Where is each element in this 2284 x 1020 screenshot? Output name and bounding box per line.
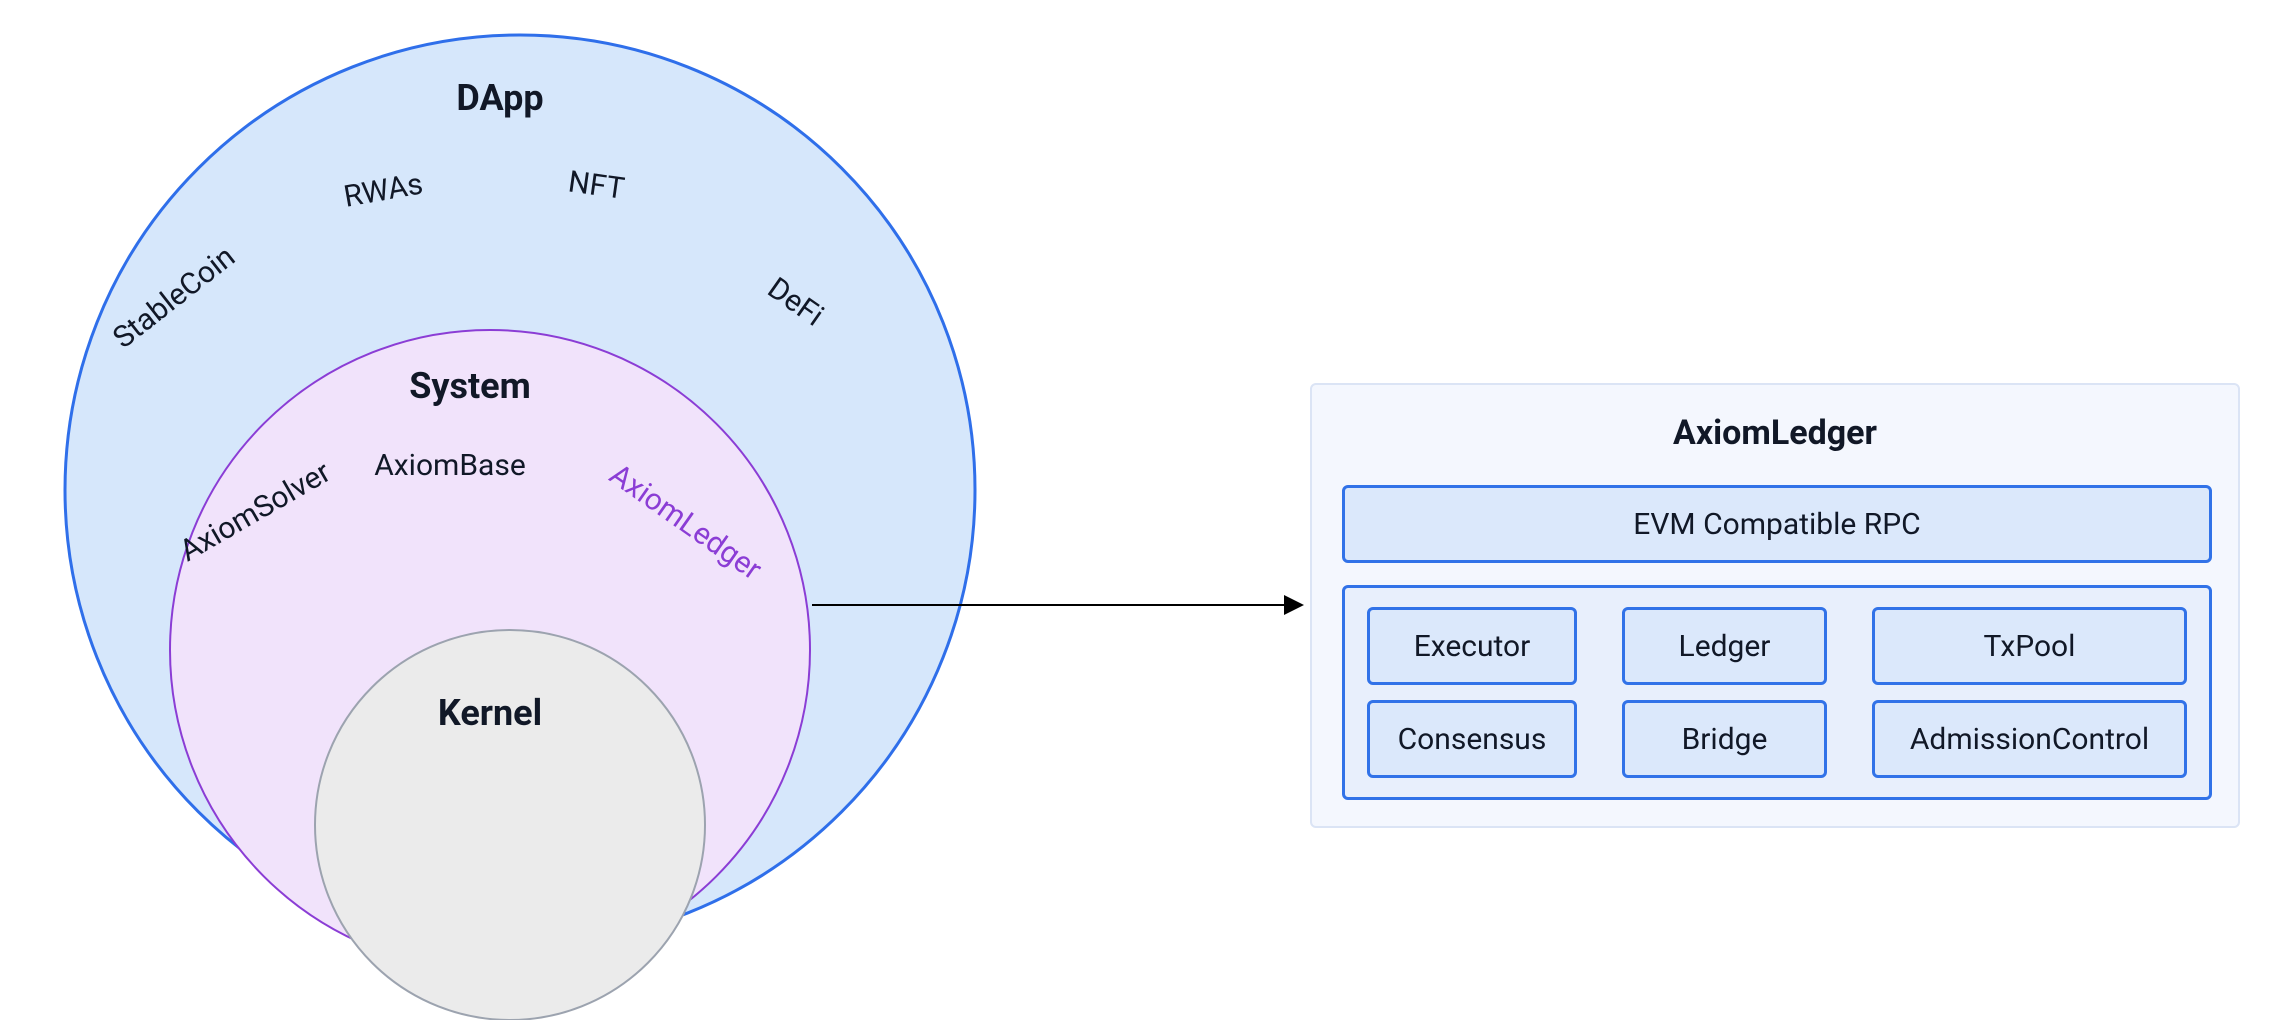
- module-box: Consensus: [1367, 700, 1577, 778]
- module-label: TxPool: [1984, 629, 2076, 664]
- svg-text:DApp: DApp: [456, 77, 543, 119]
- module-label: Executor: [1414, 629, 1531, 664]
- rpc-box: EVM Compatible RPC: [1342, 485, 2212, 563]
- svg-text:System: System: [409, 365, 531, 407]
- axiom-ledger-panel: AxiomLedger EVM Compatible RPC Executor L…: [1310, 383, 2240, 828]
- rpc-label: EVM Compatible RPC: [1633, 507, 1920, 542]
- module-box: Ledger: [1622, 607, 1827, 685]
- module-label: AdmissionControl: [1910, 722, 2149, 757]
- module-label: Ledger: [1679, 629, 1771, 664]
- panel-title: AxiomLedger: [1312, 413, 2238, 453]
- module-label: Consensus: [1398, 722, 1547, 757]
- module-box: AdmissionControl: [1872, 700, 2187, 778]
- module-box: Bridge: [1622, 700, 1827, 778]
- svg-text:AxiomBase: AxiomBase: [374, 448, 526, 483]
- module-box: Executor: [1367, 607, 1577, 685]
- svg-text:Kernel: Kernel: [438, 692, 542, 734]
- module-label: Bridge: [1682, 722, 1768, 757]
- module-box: TxPool: [1872, 607, 2187, 685]
